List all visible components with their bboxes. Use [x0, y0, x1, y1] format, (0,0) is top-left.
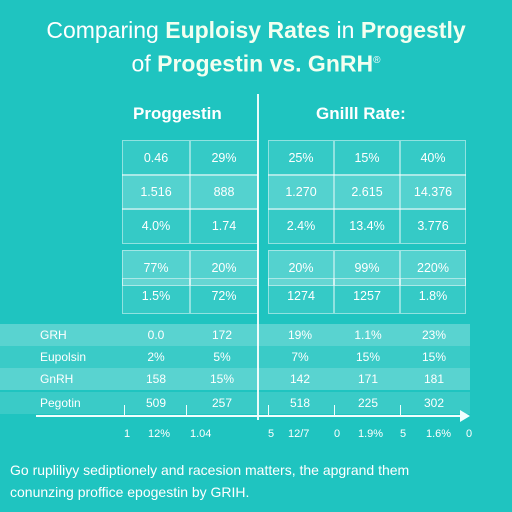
x-axis-line	[36, 415, 466, 417]
grid-cell: 1257	[334, 278, 400, 314]
grid-cell: 40%	[400, 140, 466, 176]
grid-cell: 1.270	[268, 174, 334, 210]
table-row	[0, 324, 470, 346]
row-cell: 171	[357, 372, 379, 386]
grid-cell: 72%	[190, 278, 258, 314]
grid-cell: 1.5%	[122, 278, 190, 314]
table-row	[0, 392, 470, 414]
row-cell: 509	[145, 396, 167, 410]
grid-cell: 20%	[268, 250, 334, 286]
footer-line-2: conunzing proffice epogestin by GRIH.	[10, 484, 250, 500]
axis-tick	[268, 405, 269, 417]
column-header-progestin: Proggestin	[133, 104, 222, 123]
grid-cell: 14.376	[400, 174, 466, 210]
grid-cell: 0.46	[122, 140, 190, 176]
x-axis-label: 1.9%	[358, 428, 384, 440]
title-text-plain-2: of	[131, 50, 158, 77]
x-axis-label: 1.6%	[426, 428, 452, 440]
title-text-end: Progestly	[360, 17, 466, 43]
section-divider	[257, 94, 259, 420]
grid-cell: 2.4%	[268, 208, 334, 244]
grid-cell: 3.776	[400, 208, 466, 244]
x-axis-label: 5	[268, 428, 275, 440]
table-row	[0, 346, 470, 368]
row-cell: 23%	[421, 328, 447, 342]
axis-tick	[186, 405, 187, 417]
grid-cell: 2.615	[334, 174, 400, 210]
row-label: Eupolsin	[40, 350, 87, 364]
axis-tick	[124, 405, 125, 417]
row-cell: 0.0	[147, 328, 165, 342]
column-header-gnrh: Gnilll Rate:	[316, 104, 406, 123]
grid-cell: 15%	[334, 140, 400, 176]
row-cell: 7%	[291, 350, 309, 364]
x-axis-label: 0	[466, 428, 473, 440]
x-axis-label: 1	[124, 428, 131, 440]
row-cell: 181	[423, 372, 445, 386]
x-axis-label: 12%	[148, 428, 171, 440]
row-cell: 5%	[213, 350, 231, 364]
grid-cell: 77%	[122, 250, 190, 286]
row-label: GRH	[40, 328, 67, 342]
grid-cell: 1274	[268, 278, 334, 314]
row-cell: 257	[211, 396, 233, 410]
grid-cell: 13.4%	[334, 208, 400, 244]
row-cell: 2%	[147, 350, 165, 364]
axis-tick	[334, 405, 335, 417]
row-cell: 142	[289, 372, 311, 386]
grid-cell: 20%	[190, 250, 258, 286]
row-cell: 518	[289, 396, 311, 410]
row-cell: 15%	[355, 350, 381, 364]
row-cell: 225	[357, 396, 379, 410]
grid-cell: 25%	[268, 140, 334, 176]
grid-cell: 4.0%	[122, 208, 190, 244]
grid-cell: 1.8%	[400, 278, 466, 314]
row-cell: 15%	[209, 372, 235, 386]
chart-title-line-1: Comparing Euploisy Rates in Progestly	[0, 16, 512, 45]
row-cell: 302	[423, 396, 445, 410]
row-cell: 172	[211, 328, 233, 342]
footer-line-1: Go rupliliyy sediptionely and racesion m…	[10, 462, 410, 478]
row-cell: 19%	[287, 328, 313, 342]
title-text-mid: in	[330, 17, 361, 43]
axis-tick	[400, 405, 401, 417]
grid-cell: 1.74	[190, 208, 258, 244]
x-axis-label: 1.04	[190, 428, 212, 440]
registered-mark: ®	[373, 55, 381, 66]
axis-arrow-icon	[460, 410, 470, 422]
grid-cell: 29%	[190, 140, 258, 176]
grid-cell: 888	[190, 174, 258, 210]
grid-cell: 220%	[400, 250, 466, 286]
title-text-plain: Comparing	[46, 17, 166, 43]
title-text-bold-2: Progestin vs. GnRH	[157, 50, 374, 77]
x-axis-label: 5	[400, 428, 407, 440]
row-label: GnRH	[40, 372, 74, 386]
row-label: Pegotin	[40, 396, 81, 410]
x-axis-label: 0	[334, 428, 341, 440]
title-text-bold: Euploisy Rates	[165, 17, 331, 43]
chart-title-line-2: of Progestin vs. GnRH®	[0, 46, 512, 79]
row-cell: 158	[145, 372, 167, 386]
x-axis-label: 12/7	[288, 428, 310, 440]
row-cell: 1.1%	[354, 328, 382, 342]
table-row	[0, 368, 470, 390]
row-cell: 15%	[421, 350, 447, 364]
grid-cell: 1.516	[122, 174, 190, 210]
grid-cell: 99%	[334, 250, 400, 286]
